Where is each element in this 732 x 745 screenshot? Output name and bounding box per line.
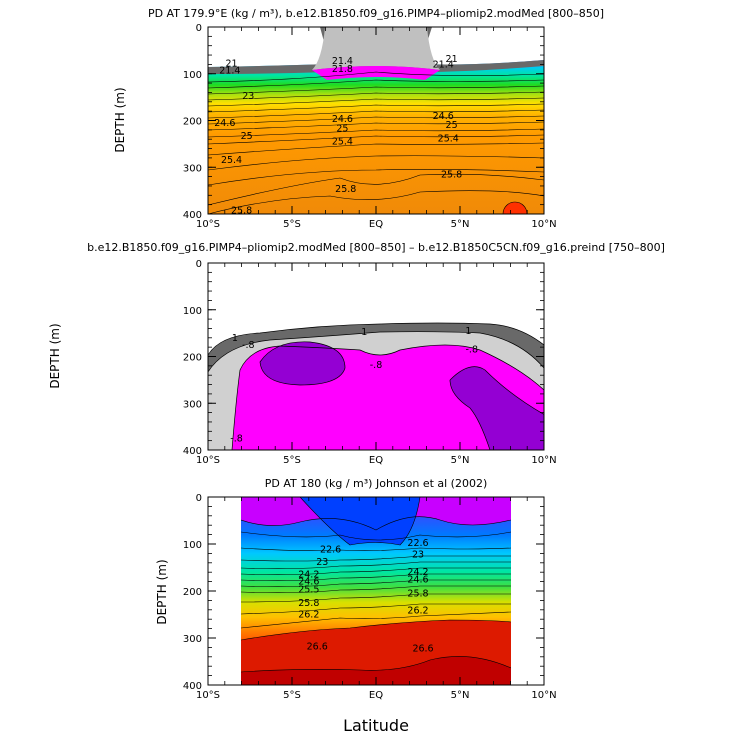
y-tick-label: 100 — [183, 70, 202, 81]
x-tick-label: 10°S — [196, 690, 220, 701]
panel-3-title: PD AT 180 (kg / m³) Johnson et al (2002) — [265, 477, 488, 490]
y-tick-label: 0 — [196, 493, 202, 504]
x-tick-label: 5°S — [283, 219, 301, 230]
contour-label: 25.5 — [298, 585, 319, 596]
x-tick-label: 10°N — [531, 455, 556, 466]
contour-label: 24.6 — [433, 111, 454, 122]
x-tick-label: 10°N — [531, 690, 556, 701]
panel-3-contour-fill: 22.222.622.6232324.224.224.624.625.525.8… — [241, 497, 511, 685]
contour-label: 26.2 — [407, 606, 428, 617]
contour-label: 21.4 — [219, 65, 240, 76]
x-tick-label: EQ — [369, 219, 383, 230]
contour-label: 22.6 — [320, 545, 341, 556]
x-tick-label: EQ — [369, 455, 383, 466]
y-tick-label: 300 — [183, 163, 202, 174]
contour-label: 1 — [232, 333, 238, 344]
panel-1-title: PD AT 179.9°E (kg / m³), b.e12.B1850.f09… — [148, 7, 604, 20]
x-tick-label: 5°N — [451, 690, 470, 701]
x-tick-label: 10°S — [196, 455, 220, 466]
y-tick-label: 0 — [196, 259, 202, 270]
panel-3: 22.222.622.6232324.224.224.624.625.525.8… — [155, 477, 557, 701]
x-tick-label: 5°N — [451, 455, 470, 466]
contour-label: 26.2 — [298, 610, 319, 621]
contour-label: 23 — [316, 557, 328, 568]
contour-label: 23 — [242, 91, 254, 102]
y-tick-label: 300 — [183, 634, 202, 645]
contour-label: 21 — [446, 54, 458, 65]
y-tick-label: 100 — [183, 540, 202, 551]
contour-label: 21 — [225, 58, 237, 69]
contour-label: 25.8 — [298, 598, 319, 609]
contour-label: -.8 — [370, 360, 383, 371]
contour-label: 21.4 — [433, 59, 454, 70]
y-tick-label: 100 — [183, 306, 202, 317]
contour-label: 25.8 — [441, 169, 462, 180]
contour-label: 24.6 — [407, 574, 428, 585]
contour-label: 25 — [241, 131, 253, 142]
contour-label: 23 — [412, 549, 424, 560]
panel-3-ylabel: DEPTH (m) — [155, 559, 169, 624]
contour-label: 25 — [336, 123, 348, 134]
y-tick-label: 400 — [183, 446, 202, 457]
y-tick-label: 200 — [183, 117, 202, 128]
panel-2: 1 1 1 -.8 -.8 -.8 -.8 10°S 5°S EQ 5°N 10°N 0 100 200 3… — [48, 241, 665, 466]
contour-label: -.8 — [242, 340, 255, 351]
y-tick-label: 400 — [183, 681, 202, 692]
contour-label: 25.4 — [438, 133, 459, 144]
contour-label: 25.8 — [407, 588, 428, 599]
panel-2-ylabel: DEPTH (m) — [48, 323, 62, 388]
figure-xlabel: Latitude — [343, 716, 409, 735]
contour-label: -.8 — [466, 344, 479, 355]
contour-label: 24.6 — [214, 118, 235, 129]
contour-label: 25.4 — [221, 155, 242, 166]
contour-label: 24.6 — [298, 577, 319, 588]
panel-2-contour-fill: 1 1 1 -.8 -.8 -.8 -.8 — [208, 263, 544, 450]
contour-label: -.8 — [230, 433, 243, 444]
contour-label: 25 — [446, 120, 458, 131]
x-tick-label: 10°N — [531, 219, 556, 230]
y-tick-label: 400 — [183, 210, 202, 221]
x-tick-label: 5°N — [451, 219, 470, 230]
contour-label: 1 — [465, 326, 471, 337]
x-tick-label: EQ — [369, 690, 383, 701]
y-tick-label: 300 — [183, 399, 202, 410]
y-tick-label: 0 — [196, 23, 202, 34]
x-tick-label: 10°S — [196, 219, 220, 230]
contour-label: 26.6 — [307, 641, 328, 652]
contour-label: 22.6 — [407, 538, 428, 549]
panel-2-title: b.e12.B1850.f09_g16.PIMP4–pliomip2.modMe… — [87, 241, 665, 254]
contour-label: 25.4 — [332, 137, 353, 148]
contour-label: 25.8 — [335, 184, 356, 195]
contour-label: 21.8 — [332, 64, 353, 75]
panel-1-ylabel: DEPTH (m) — [113, 87, 127, 152]
x-tick-label: 5°S — [283, 455, 301, 466]
y-tick-label: 200 — [183, 587, 202, 598]
contour-label: 25.8 — [231, 205, 252, 216]
contour-label: 21.4 — [332, 56, 353, 67]
contour-label: 24.2 — [407, 567, 428, 578]
contour-label: 26.6 — [412, 643, 433, 654]
contour-label: 1 — [361, 327, 367, 338]
y-tick-label: 200 — [183, 353, 202, 364]
x-tick-label: 5°S — [283, 690, 301, 701]
contour-label: 24.6 — [332, 114, 353, 125]
contour-label: 24.2 — [298, 570, 319, 581]
